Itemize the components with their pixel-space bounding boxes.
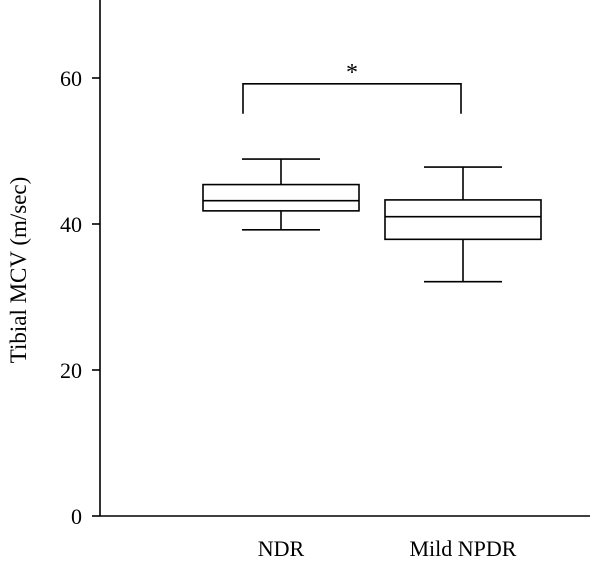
y-tick-label-60: 60 — [60, 66, 82, 91]
axes — [99, 0, 590, 517]
box-ndr — [202, 158, 360, 231]
y-tick-label-20: 20 — [60, 358, 82, 383]
y-ticks: 0 20 40 60 — [60, 66, 100, 529]
box-iqr-mild-npdr — [384, 199, 542, 241]
box-mild-npdr — [384, 166, 542, 283]
significance-marker: * — [346, 60, 358, 86]
x-tick-label-ndr: NDR — [258, 536, 305, 561]
annotations: * — [242, 60, 462, 114]
significance-bracket — [242, 83, 462, 114]
y-tick-label-0: 0 — [71, 504, 82, 529]
boxes — [202, 158, 542, 283]
x-tick-labels: NDR Mild NPDR — [258, 536, 517, 561]
y-axis-title: Tibial MCV (m/sec) — [6, 177, 31, 364]
y-tick-label-40: 40 — [60, 212, 82, 237]
x-tick-label-mild-npdr: Mild NPDR — [410, 536, 517, 561]
box-iqr-ndr — [202, 183, 360, 212]
